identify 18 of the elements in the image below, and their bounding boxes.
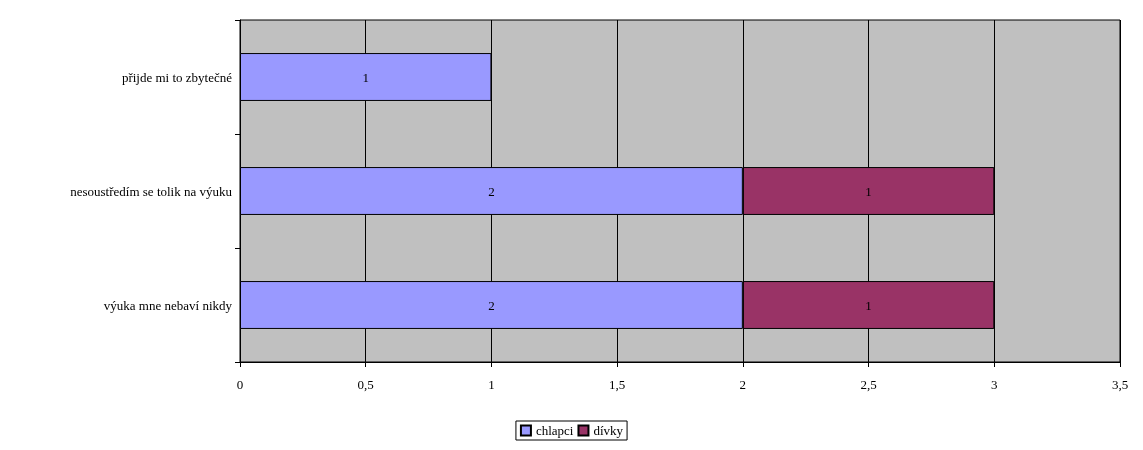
data-label: 2 <box>488 297 495 313</box>
legend-label: dívky <box>593 423 624 438</box>
x-tick-label: 3 <box>991 377 998 392</box>
legend-label: chlapci <box>535 423 574 438</box>
data-label: 1 <box>362 69 369 85</box>
x-tick-label: 1,5 <box>609 377 626 392</box>
y-tick-label: přijde mi to zbytečné <box>121 69 233 85</box>
data-label: 1 <box>865 297 872 313</box>
x-tick-label: 3,5 <box>1111 377 1129 392</box>
x-tick-label: 0 <box>236 377 244 392</box>
x-tick-label: 1 <box>488 377 495 392</box>
x-tick-label: 2 <box>739 377 747 392</box>
y-tick-label: výuka mne nebaví nikdy <box>103 297 233 313</box>
y-tick-label: nesoustředím se tolik na výuku <box>70 183 233 199</box>
data-label: 1 <box>865 183 872 199</box>
data-label: 2 <box>488 183 495 199</box>
x-tick-label: 0,5 <box>357 377 374 392</box>
x-tick-label: 2,5 <box>860 377 877 392</box>
